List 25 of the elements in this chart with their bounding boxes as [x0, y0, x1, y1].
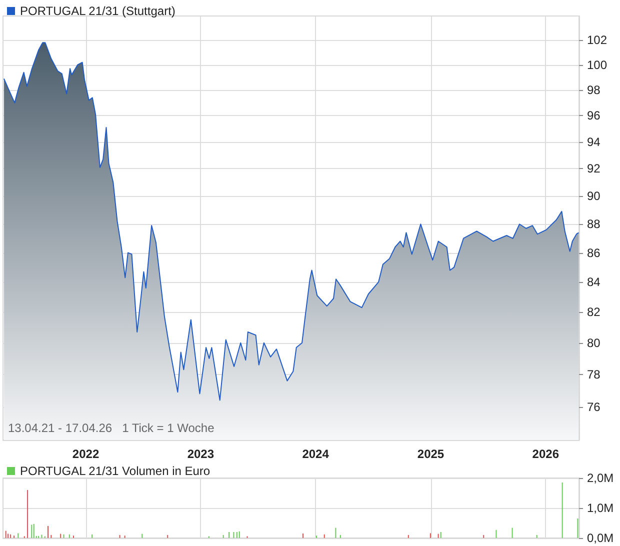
- y-tick-label: 1,0M: [587, 501, 614, 515]
- y-tick-label: 86: [587, 246, 601, 260]
- x-tick-label: 2022: [72, 447, 100, 461]
- y-tick-label: 102: [587, 33, 608, 48]
- y-tick-label: 98: [587, 83, 601, 98]
- y-tick-label: 100: [587, 58, 608, 72]
- x-tick-label: 2025: [417, 447, 444, 461]
- y-tick-label: 82: [587, 305, 601, 320]
- y-tick-label: 2,0M: [587, 471, 614, 485]
- y-tick-label: 96: [587, 108, 601, 123]
- y-tick-label: 84: [587, 275, 601, 290]
- annotation: 13.04.21 - 17.04.26 1 Tick = 1 Woche: [8, 421, 215, 435]
- y-tick-label: 88: [587, 217, 601, 232]
- legend-label: PORTUGAL 21/31 (Stuttgart): [20, 4, 176, 18]
- y-tick-label: 76: [587, 400, 601, 414]
- x-tick-label: 2023: [187, 447, 214, 461]
- x-tick-label: 2026: [532, 447, 560, 461]
- y-tick-label: 0,0M: [587, 531, 614, 545]
- y-tick-label: 94: [587, 134, 601, 149]
- x-tick-label: 2024: [302, 447, 330, 461]
- y-tick-label: 92: [587, 162, 601, 176]
- legend-label: PORTUGAL 21/31 Volumen in Euro: [20, 464, 210, 478]
- y-tick-label: 80: [587, 336, 601, 350]
- y-tick-label: 78: [587, 367, 601, 382]
- y-tick-label: 90: [587, 189, 601, 204]
